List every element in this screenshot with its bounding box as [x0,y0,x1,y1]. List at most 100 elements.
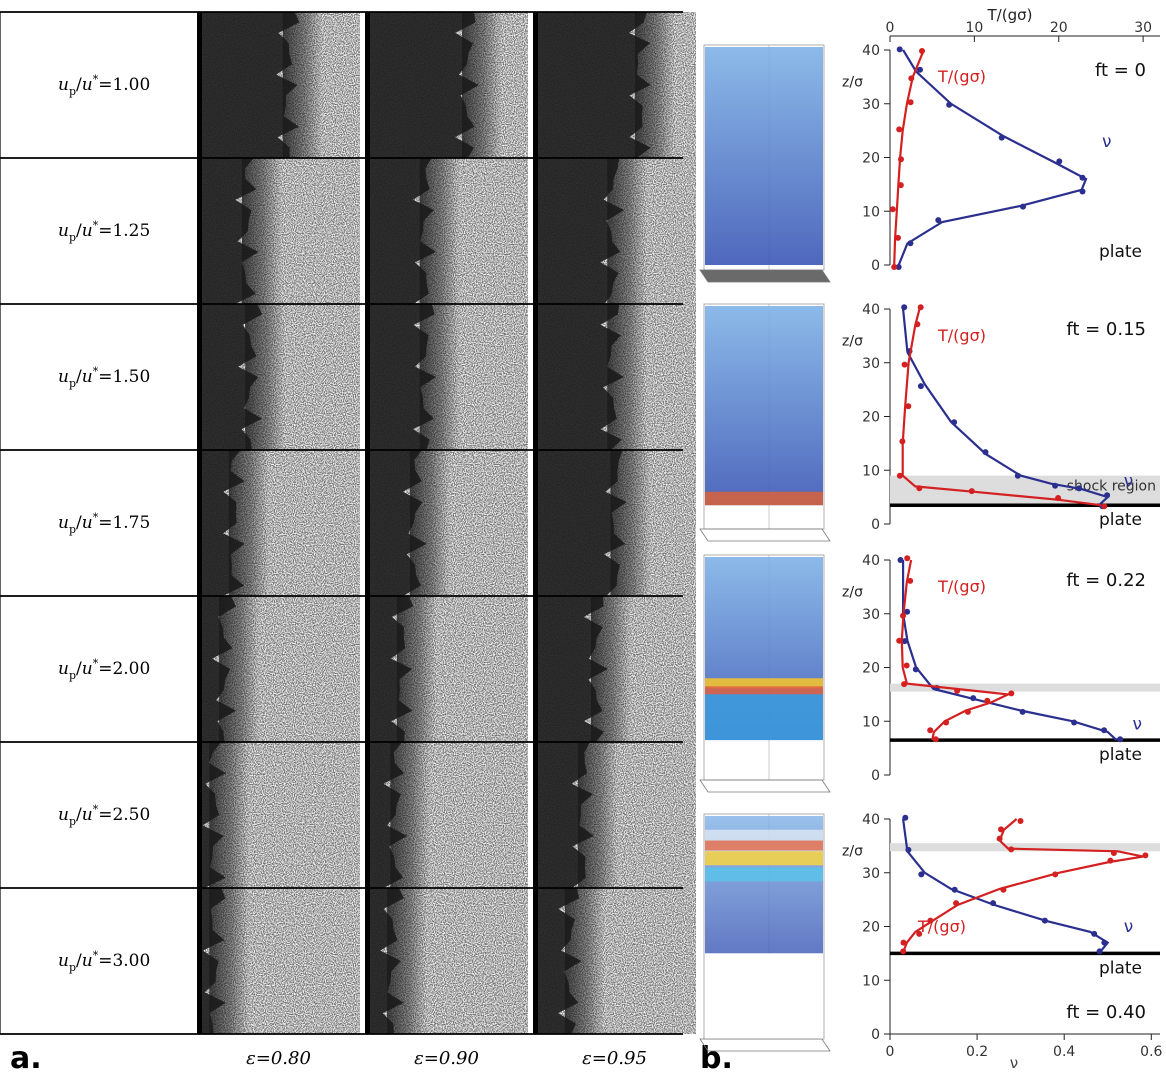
nu-series-point [901,304,908,311]
nu-series-point [1117,736,1124,743]
nu-label: ν [1124,471,1134,491]
T-series-point [896,126,903,133]
shock-band [890,683,1160,692]
simulation-cell [365,12,528,158]
bottom-tick-label: 0 [886,1044,895,1060]
y-axis-label: z/σ [842,843,863,859]
T-series-point [904,555,911,562]
nu-series-point [905,846,912,853]
column-label: ε=0.95 [582,1048,647,1069]
simulation-cell [197,12,360,158]
simulation-cell [533,12,696,158]
nu-series-point [912,666,919,673]
T-series [901,818,1144,954]
T-series-point [900,612,906,619]
nu-series-point [1019,708,1026,715]
T-series-point [899,438,906,445]
T-series-point [900,939,907,946]
T-label: T/(gσ) [917,917,966,936]
T-series-point [953,900,960,907]
T-series-point [927,727,934,734]
simulation-cell [197,742,360,888]
y-tick-label: 40 [862,553,880,569]
y-tick-label: 0 [871,258,880,274]
y-tick-label: 30 [862,607,880,623]
nu-series-point [990,900,997,907]
y-tick-label: 10 [862,204,880,220]
T-series-point [1110,850,1117,856]
y-tick-label: 10 [862,463,880,479]
T-series-point [1017,818,1024,824]
nu-series-point [918,871,925,878]
nu-series-point [970,695,977,702]
nu-series-point [1076,485,1083,492]
y-tick-label: 20 [862,410,880,426]
simulation-cell [533,304,696,450]
nu-label: ν [1102,132,1112,152]
y-axis-label: z/σ [842,584,863,600]
panel-b: b. T/(gσ) ν 0 10 20 30 0 10 20 30 40 z/σ plate ft =… [699,6,1163,1073]
nu-series-point [1101,939,1108,946]
shock-band [890,843,1160,852]
T-series [901,308,1102,507]
panel-a: up/u*=1.00 up/u*=1.25 up/u*=1.50 up/u*=1.75… [0,11,696,1073]
particle-box [699,813,831,1052]
nu-label: ν [1124,917,1134,937]
T-series-point [943,719,950,726]
T-series-point [1052,871,1059,878]
y-tick-label: 0 [871,1027,880,1043]
top-axis-label: T/(gσ) [987,6,1033,24]
y-tick-label: 0 [871,517,880,533]
T-series-point [1055,495,1062,501]
T-series-point [1101,503,1108,510]
T-series-point [927,917,934,924]
nu-series-point [946,101,953,108]
T-series-point [919,48,925,54]
nu-series-point [902,814,909,821]
simulation-cell [533,742,696,888]
profile-plot: 0 10 20 30 40 z/σ plate ft = 0 ν T/(gσ) [699,43,1146,283]
plate-label: plate [1099,242,1142,262]
T-series-point [901,681,908,688]
ft-label: ft = 0.22 [1066,570,1146,591]
T-series-point [891,264,898,270]
simulation-cell [533,888,696,1034]
T-series-point [898,156,904,163]
simulation-cell [365,888,528,1034]
simulation-cell [533,596,696,742]
bottom-tick-label: 0.2 [966,1044,988,1060]
T-series-point [984,697,991,704]
nu-series-point [901,638,908,645]
T-series-point [996,835,1003,842]
nu-series-point [1056,158,1063,165]
row-label: up/u*=2.00 [58,657,150,682]
simulation-cell [365,450,528,596]
nu-series-point [897,557,904,563]
T-series-point [954,687,961,694]
plate-label: plate [1099,958,1142,978]
nu-series-point [982,449,989,456]
nu-series-point [998,134,1005,141]
nu-series [897,49,1088,266]
T-series-point [903,662,910,669]
T-series-point [916,930,923,937]
T-series-point [897,182,904,189]
row-label: up/u*=1.25 [58,219,150,244]
top-tick-label: 10 [965,20,983,36]
nu-series-point [1101,727,1108,734]
y-tick-label: 30 [862,97,880,113]
row-label: up/u*=2.50 [58,803,150,828]
nu-series-point [895,264,902,270]
nu-series-point [1096,948,1103,955]
T-series-point [901,361,908,368]
y-tick-label: 30 [862,866,880,882]
particle-box [699,554,831,793]
bottom-tick-label: 0.6 [1140,1044,1162,1060]
T-series-point [908,75,915,82]
y-tick-label: 20 [862,661,880,677]
T-label: T/(gσ) [937,67,986,86]
nu-series-point [1079,174,1086,181]
nu-series-point [951,419,958,426]
